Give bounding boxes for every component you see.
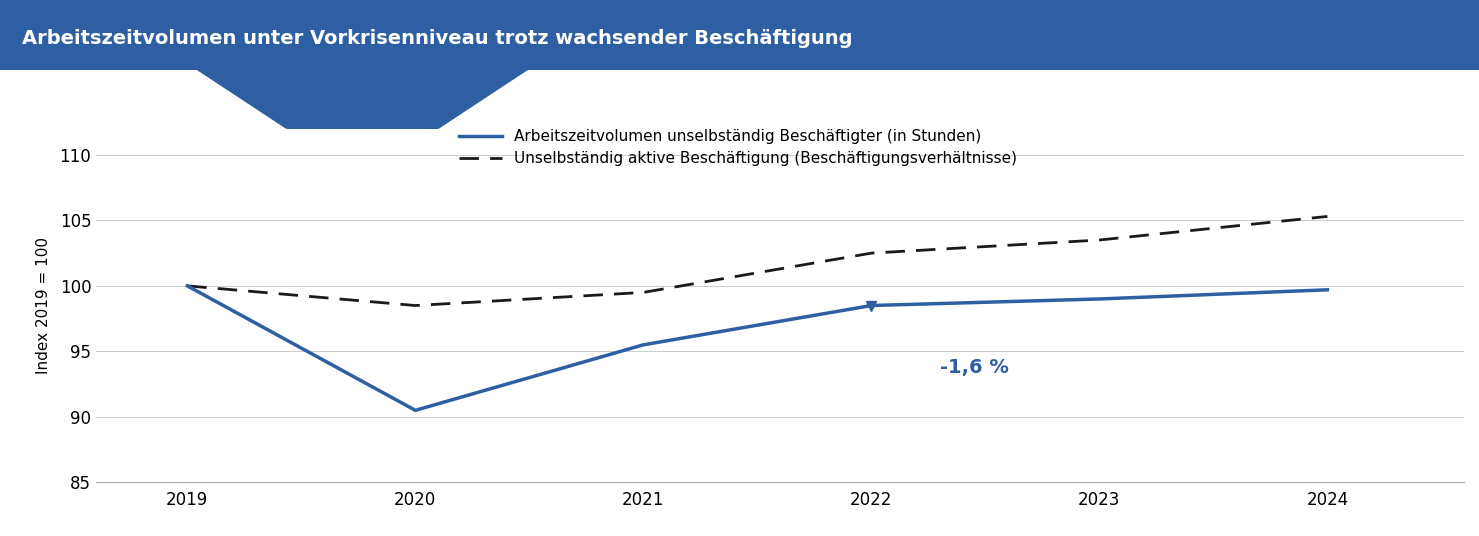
- FancyBboxPatch shape: [0, 0, 1479, 70]
- Polygon shape: [192, 67, 532, 147]
- Y-axis label: Index 2019 = 100: Index 2019 = 100: [35, 237, 52, 374]
- Text: -1,6 %: -1,6 %: [939, 358, 1009, 377]
- Legend: Arbeitszeitvolumen unselbständig Beschäftigter (in Stunden), Unselbständig aktiv: Arbeitszeitvolumen unselbständig Beschäf…: [460, 129, 1018, 166]
- Text: Arbeitszeitvolumen unter Vorkrisenniveau trotz wachsender Beschäftigung: Arbeitszeitvolumen unter Vorkrisenniveau…: [22, 29, 853, 48]
